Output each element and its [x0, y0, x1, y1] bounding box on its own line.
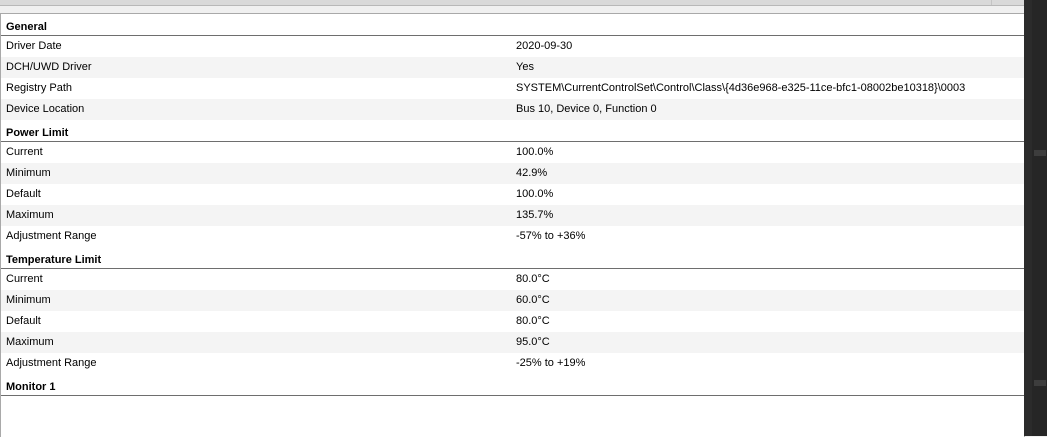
- row-value: Bus 10, Device 0, Function 0: [516, 103, 657, 115]
- section-title-temperature-limit: Temperature Limit: [1, 247, 1024, 269]
- table-row[interactable]: Adjustment Range -57% to +36%: [1, 226, 1024, 247]
- row-label: Driver Date: [6, 40, 62, 52]
- table-row[interactable]: Current 100.0%: [1, 142, 1024, 163]
- table-row[interactable]: Default 100.0%: [1, 184, 1024, 205]
- table-row[interactable]: Maximum 135.7%: [1, 205, 1024, 226]
- row-value: -57% to +36%: [516, 230, 586, 242]
- row-value: 95.0°C: [516, 336, 550, 348]
- row-label: DCH/UWD Driver: [6, 61, 92, 73]
- details-panel[interactable]: General Driver Date 2020-09-30 DCH/UWD D…: [0, 13, 1025, 437]
- row-value: 135.7%: [516, 209, 554, 221]
- row-label: Device Location: [6, 103, 85, 115]
- row-label: Adjustment Range: [6, 357, 97, 369]
- row-label: Minimum: [6, 294, 51, 306]
- row-label: Current: [6, 146, 43, 158]
- table-row[interactable]: Registry Path SYSTEM\CurrentControlSet\C…: [1, 78, 1024, 99]
- row-label: Default: [6, 188, 41, 200]
- table-row[interactable]: Driver Date 2020-09-30: [1, 36, 1024, 57]
- section-title-power-limit: Power Limit: [1, 120, 1024, 142]
- row-value: 100.0%: [516, 146, 554, 158]
- table-row[interactable]: Minimum 60.0°C: [1, 290, 1024, 311]
- row-value: 2020-09-30: [516, 40, 573, 52]
- adjacent-pane-background: [1032, 0, 1047, 436]
- row-value: 100.0%: [516, 188, 554, 200]
- row-value: Yes: [516, 61, 534, 73]
- section-title-monitor-1: Monitor 1: [1, 374, 1024, 396]
- table-row[interactable]: Default 80.0°C: [1, 311, 1024, 332]
- table-row[interactable]: Adjustment Range -25% to +19%: [1, 353, 1024, 374]
- row-label: Maximum: [6, 336, 54, 348]
- adjacent-pane-mark: [1034, 380, 1046, 386]
- row-value: SYSTEM\CurrentControlSet\Control\Class\{…: [516, 82, 966, 94]
- table-row[interactable]: Current 80.0°C: [1, 269, 1024, 290]
- row-label: Maximum: [6, 209, 54, 221]
- row-value: 42.9%: [516, 167, 548, 179]
- table-row[interactable]: Maximum 95.0°C: [1, 332, 1024, 353]
- row-value: 80.0°C: [516, 273, 550, 285]
- row-label: Minimum: [6, 167, 51, 179]
- top-toolbar: [0, 0, 1025, 6]
- row-label: Registry Path: [6, 82, 73, 94]
- toolbar-divider: [991, 0, 992, 5]
- row-value: 60.0°C: [516, 294, 550, 306]
- row-label: Current: [6, 273, 43, 285]
- row-value: -25% to +19%: [516, 357, 586, 369]
- table-row[interactable]: Device Location Bus 10, Device 0, Functi…: [1, 99, 1024, 120]
- table-row[interactable]: DCH/UWD Driver Yes: [1, 57, 1024, 78]
- table-row[interactable]: Minimum 42.9%: [1, 163, 1024, 184]
- section-title-general: General: [1, 14, 1024, 36]
- row-label: Adjustment Range: [6, 230, 97, 242]
- row-label: Default: [6, 315, 41, 327]
- row-value: 80.0°C: [516, 315, 550, 327]
- adjacent-pane-mark: [1034, 150, 1046, 156]
- adjacent-pane-edge: [1024, 0, 1047, 436]
